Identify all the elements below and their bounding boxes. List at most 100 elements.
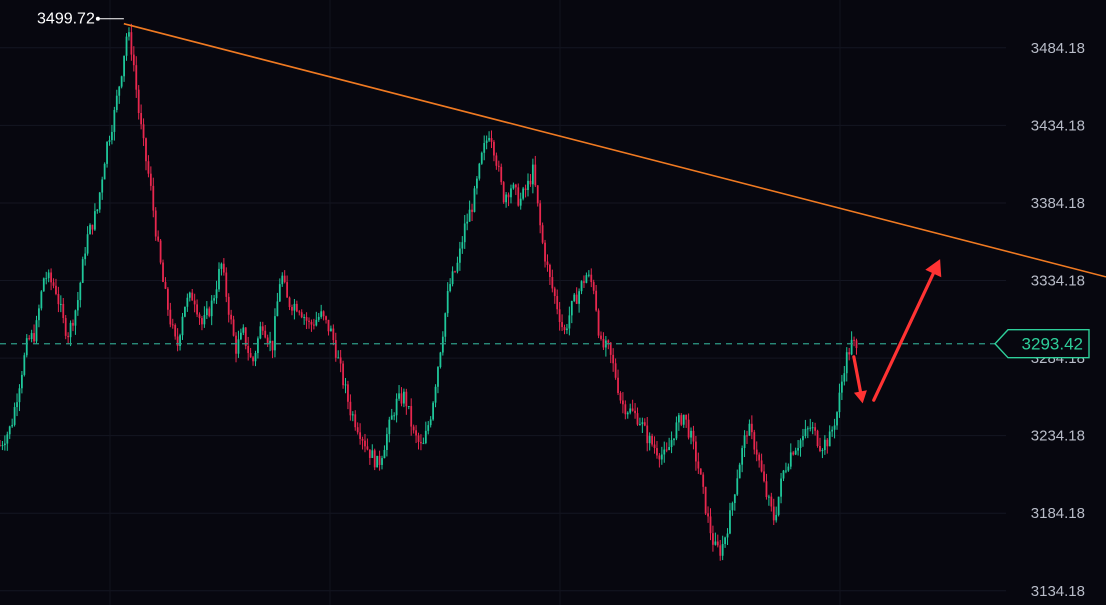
y-axis: 3484.18 3434.18 3384.18 3334.18 3284.18 …: [1031, 40, 1085, 600]
candle-body: [295, 303, 298, 312]
candle-body: [395, 398, 398, 416]
candle-body: [424, 430, 427, 444]
candle-body: [770, 496, 773, 507]
candle-body: [777, 496, 780, 515]
candle-body: [339, 357, 342, 364]
arrow-head: [853, 390, 867, 404]
candle-body: [67, 335, 70, 338]
candle-body: [704, 486, 707, 514]
candle-body: [283, 275, 286, 283]
candle-body: [407, 406, 410, 408]
candle-body: [668, 447, 671, 451]
candle-body: [220, 263, 223, 269]
candle-body: [149, 173, 152, 186]
candle-body: [692, 430, 695, 442]
candle-body: [575, 294, 578, 304]
candle-body: [709, 516, 712, 534]
candle-body: [344, 384, 347, 386]
candle-body: [118, 86, 121, 96]
candle-body: [449, 284, 452, 292]
candle-body: [602, 338, 605, 348]
candle-body: [38, 308, 40, 321]
candle-body: [269, 340, 271, 344]
candle-body: [364, 440, 366, 447]
candle-body: [648, 435, 651, 444]
candle-body: [643, 422, 646, 426]
candle-body: [746, 435, 748, 437]
candle-body: [488, 138, 490, 141]
candle-body: [35, 320, 38, 342]
candle-body: [789, 452, 792, 467]
candle-body: [687, 419, 690, 438]
candle-body: [208, 308, 211, 317]
candle-body: [55, 285, 57, 294]
candle-body: [544, 242, 546, 262]
candle-body: [361, 438, 364, 441]
y-tick-label: 3434.18: [1031, 117, 1085, 134]
candle-body: [18, 388, 21, 403]
current-price-label: 3293.42: [1022, 335, 1083, 354]
candle-body: [799, 440, 802, 448]
candle-body: [20, 374, 23, 389]
candle-body: [721, 543, 724, 556]
candle-body: [176, 336, 179, 346]
candle-body: [573, 294, 576, 301]
candle-body: [819, 446, 821, 451]
candle-body: [310, 321, 313, 325]
candle-body: [765, 481, 768, 498]
price-tag-box: [994, 329, 1090, 359]
candle-body: [738, 464, 741, 479]
candle-body: [130, 32, 133, 55]
candle-body: [702, 474, 705, 487]
candle-body: [225, 272, 228, 297]
candle-body: [64, 318, 67, 336]
candle-body: [634, 410, 636, 414]
candle-body: [422, 443, 425, 445]
candle-body: [274, 316, 276, 351]
candle-body: [458, 248, 461, 263]
candle-body: [833, 425, 836, 430]
candle-body: [714, 541, 717, 545]
candle-body: [726, 533, 729, 538]
candle-body: [378, 455, 381, 465]
candle-body: [843, 373, 846, 382]
candle-body: [317, 316, 320, 320]
candle-body: [583, 281, 585, 283]
candle-body: [831, 429, 834, 432]
candle-body: [536, 185, 539, 204]
candle-body: [551, 277, 554, 289]
candle-body: [293, 303, 296, 311]
candle-body: [587, 274, 590, 276]
candle-body: [427, 425, 430, 431]
candle-body: [410, 406, 413, 427]
candle-body: [823, 439, 826, 451]
candle-body: [196, 304, 198, 315]
candle-body: [337, 357, 340, 359]
candle-body: [349, 401, 352, 416]
peak-label: 3499.72: [37, 11, 95, 28]
candle-body: [6, 434, 9, 444]
candle-body: [366, 446, 369, 450]
candle-body: [753, 432, 756, 450]
candle-body: [239, 332, 242, 340]
candle-body: [106, 141, 108, 164]
candle-body: [235, 335, 237, 354]
candle-body: [775, 514, 778, 521]
candle-body: [767, 496, 770, 498]
candle-body: [174, 325, 177, 337]
candle-body: [456, 262, 459, 272]
candle-body: [660, 454, 663, 460]
candle-body: [327, 319, 330, 332]
candle-body: [13, 407, 16, 425]
candle-body: [303, 317, 306, 319]
candle-body: [466, 221, 469, 224]
candle-body: [600, 335, 602, 339]
candle-body: [624, 404, 627, 415]
candle-body: [400, 393, 403, 404]
candle-body: [607, 340, 610, 343]
candle-body: [47, 272, 50, 279]
candle-body: [332, 328, 335, 341]
candle-body: [651, 435, 653, 445]
candle-body: [249, 352, 252, 358]
candle-body: [743, 435, 746, 449]
